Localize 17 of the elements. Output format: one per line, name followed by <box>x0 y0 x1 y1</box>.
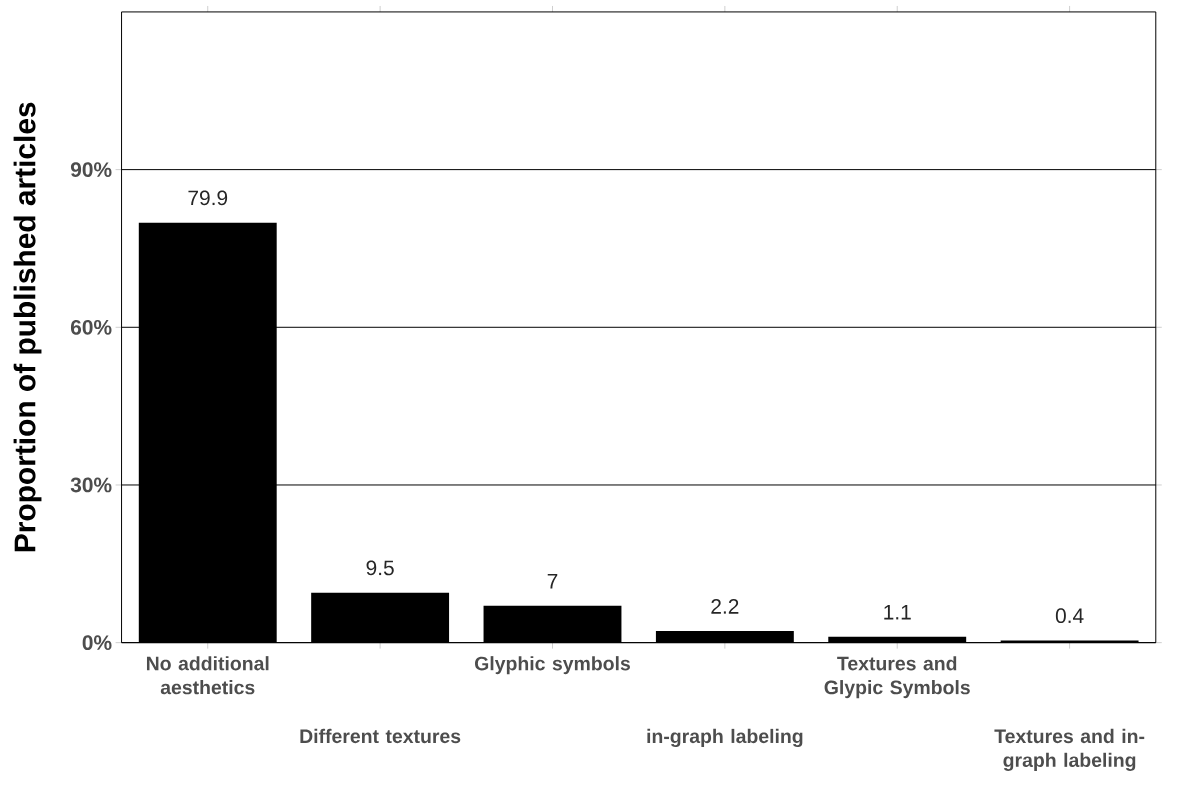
data-label: 2.2 <box>711 599 739 614</box>
data-label: 1.1 <box>884 604 911 620</box>
x-tick-label: No additional aesthetics <box>146 656 269 695</box>
x-tick-label: Different textures <box>300 728 461 744</box>
data-label: 0.4 <box>1055 608 1084 624</box>
data-label: 7 <box>547 573 558 589</box>
y-tick-label: 0% <box>82 635 112 651</box>
x-tick-label: Glyphic symbols <box>475 656 630 675</box>
y-tick-label: 30% <box>70 477 112 493</box>
x-tick-label: in-graph labeling <box>647 728 803 748</box>
x-tick-label: Textures and Glypic Symbols <box>824 656 970 699</box>
x-tick-label: Textures and in-graph labeling <box>994 728 1145 771</box>
y-tick-label: 60% <box>70 319 112 335</box>
y-axis-title: Proportion of published articles <box>13 102 42 552</box>
y-tick-label: 90% <box>70 162 112 177</box>
data-label: 9.5 <box>366 560 394 576</box>
data-label: 79.9 <box>188 190 228 206</box>
